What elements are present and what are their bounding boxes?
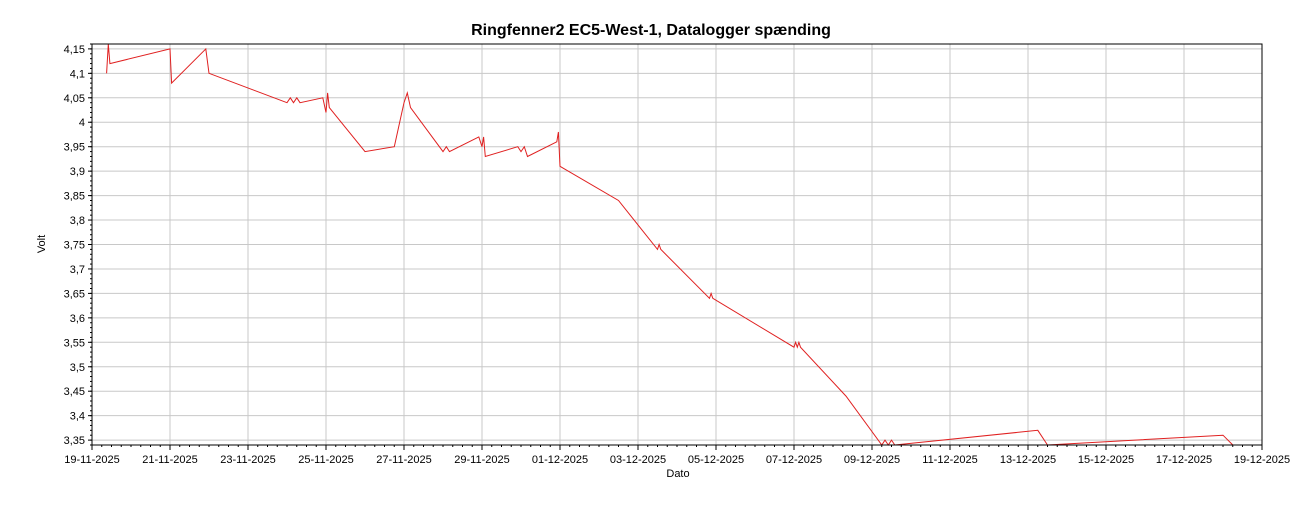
y-tick-label: 4,15: [64, 44, 85, 56]
series-line-0: [106, 43, 1234, 446]
axis-ticks: [88, 43, 1263, 450]
y-tick-label: 3,8: [70, 215, 85, 227]
chart-title: Ringfenner2 EC5-West-1, Datalogger spænd…: [471, 22, 831, 39]
y-tick-label: 3,6: [70, 313, 85, 325]
y-tick-label: 4: [79, 117, 85, 129]
x-tick-label: 17-12-2025: [1156, 454, 1212, 466]
x-tick-label: 01-12-2025: [532, 454, 588, 466]
plot-area: [106, 43, 1234, 446]
x-tick-label: 21-11-2025: [142, 454, 197, 466]
y-tick-label: 3,65: [64, 288, 85, 300]
x-tick-label: 27-11-2025: [376, 454, 431, 466]
y-tick-label: 3,45: [64, 386, 85, 398]
y-tick-label: 3,95: [64, 142, 85, 154]
y-tick-label: 3,75: [64, 240, 85, 252]
y-tick-label: 3,5: [70, 362, 85, 374]
x-tick-label: 23-11-2025: [220, 454, 275, 466]
x-tick-label: 05-12-2025: [688, 454, 744, 466]
x-tick-label: 19-11-2025: [64, 454, 119, 466]
x-axis-tick-labels: 19-11-2025 21-11-2025 23-11-2025 25-11-2025…: [64, 454, 1290, 466]
x-tick-label: 11-12-2025: [922, 454, 977, 466]
x-axis-label: Dato: [666, 468, 689, 480]
x-tick-label: 09-12-2025: [844, 454, 900, 466]
y-tick-label: 3,85: [64, 191, 85, 203]
grid-lines: [91, 44, 1263, 445]
y-tick-label: 3,55: [64, 337, 85, 349]
x-tick-label: 29-11-2025: [454, 454, 509, 466]
y-axis-tick-labels: 3,35 3,4 3,45 3,5 3,55 3,6 3,65 3,7 3,75 3,8 3,85 3…: [64, 44, 85, 447]
y-tick-label: 4,1: [70, 68, 85, 80]
y-tick-label: 4,05: [64, 93, 85, 105]
y-tick-label: 3,4: [70, 411, 85, 423]
y-tick-label: 3,9: [70, 166, 85, 178]
x-tick-label: 25-11-2025: [298, 454, 353, 466]
y-axis-label: Volt: [36, 235, 48, 253]
x-tick-label: 19-12-2025: [1234, 454, 1290, 466]
plot-frame: [91, 43, 1263, 446]
x-tick-label: 13-12-2025: [1000, 454, 1056, 466]
x-tick-label: 15-12-2025: [1078, 454, 1134, 466]
y-tick-label: 3,7: [70, 264, 85, 276]
x-tick-label: 07-12-2025: [766, 454, 822, 466]
x-tick-label: 03-12-2025: [610, 454, 666, 466]
y-tick-label: 3,35: [64, 435, 85, 447]
